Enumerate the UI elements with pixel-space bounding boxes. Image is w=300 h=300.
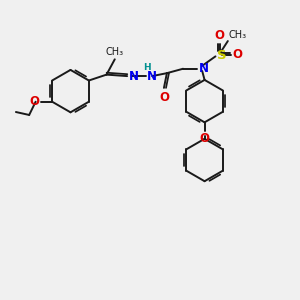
Text: O: O xyxy=(200,132,210,145)
Text: CH₃: CH₃ xyxy=(228,30,247,40)
Text: O: O xyxy=(214,29,224,42)
Text: O: O xyxy=(160,91,170,104)
Text: O: O xyxy=(30,95,40,108)
Text: N: N xyxy=(147,70,157,83)
Text: H: H xyxy=(143,63,151,72)
Text: N: N xyxy=(198,61,208,75)
Text: O: O xyxy=(232,48,242,62)
Text: S: S xyxy=(217,49,226,62)
Text: CH₃: CH₃ xyxy=(106,47,124,57)
Text: N: N xyxy=(129,70,139,83)
